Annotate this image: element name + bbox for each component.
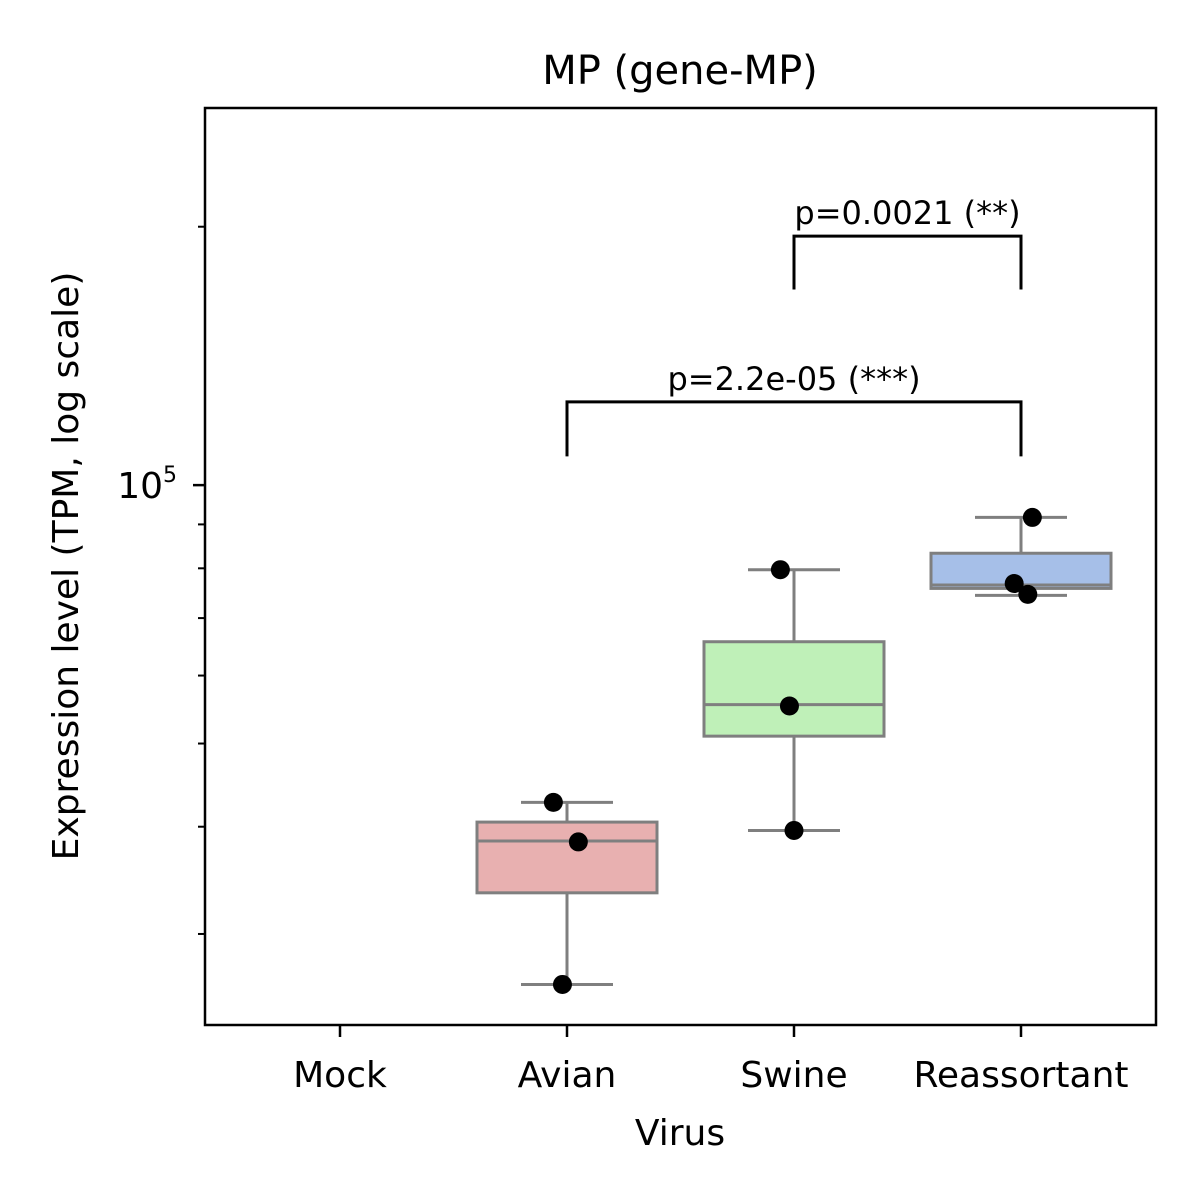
x-tick-label: Reassortant xyxy=(913,1055,1128,1096)
plot-frame xyxy=(203,106,1158,1027)
chart-title: MP (gene-MP) xyxy=(542,48,818,94)
bracket-label: p=2.2e-05 (***) xyxy=(667,360,920,398)
bracket-line xyxy=(565,400,1023,457)
y-axis-label: Expression level (TPM, log scale) xyxy=(46,272,87,861)
data-point xyxy=(779,696,799,716)
y-tick-label-exponent: 5 xyxy=(163,463,177,488)
data-point xyxy=(1004,574,1024,594)
data-point xyxy=(543,792,563,812)
y-tick-label: 105 xyxy=(117,463,177,507)
x-tick-label: Mock xyxy=(293,1055,387,1096)
significance-bracket: p=2.2e-05 (***) xyxy=(565,360,1023,457)
box-reassortant xyxy=(929,507,1113,604)
x-axis-label: Virus xyxy=(635,1113,725,1154)
significance-bracket: p=0.0021 (**) xyxy=(792,194,1023,290)
data-point xyxy=(784,820,804,840)
x-tick-label: Avian xyxy=(518,1055,617,1096)
data-point xyxy=(568,832,588,852)
y-tick-label-base: 10 xyxy=(117,466,163,507)
data-point xyxy=(552,974,572,994)
box-iqr xyxy=(475,820,659,895)
data-point xyxy=(1018,584,1038,604)
data-point xyxy=(770,560,790,580)
box-swine xyxy=(702,560,886,840)
plot-marks: p=2.2e-05 (***) p=0.0021 (**) xyxy=(475,194,1113,994)
box-avian xyxy=(475,792,659,994)
bracket-line xyxy=(792,234,1023,290)
y-axis: 105 xyxy=(117,225,205,935)
bracket-label: p=0.0021 (**) xyxy=(794,194,1020,232)
x-tick-label: Swine xyxy=(740,1055,847,1096)
box-iqr xyxy=(702,640,886,738)
data-point xyxy=(1022,507,1042,527)
x-axis: Mock Avian Swine Reassortant xyxy=(293,1025,1129,1096)
